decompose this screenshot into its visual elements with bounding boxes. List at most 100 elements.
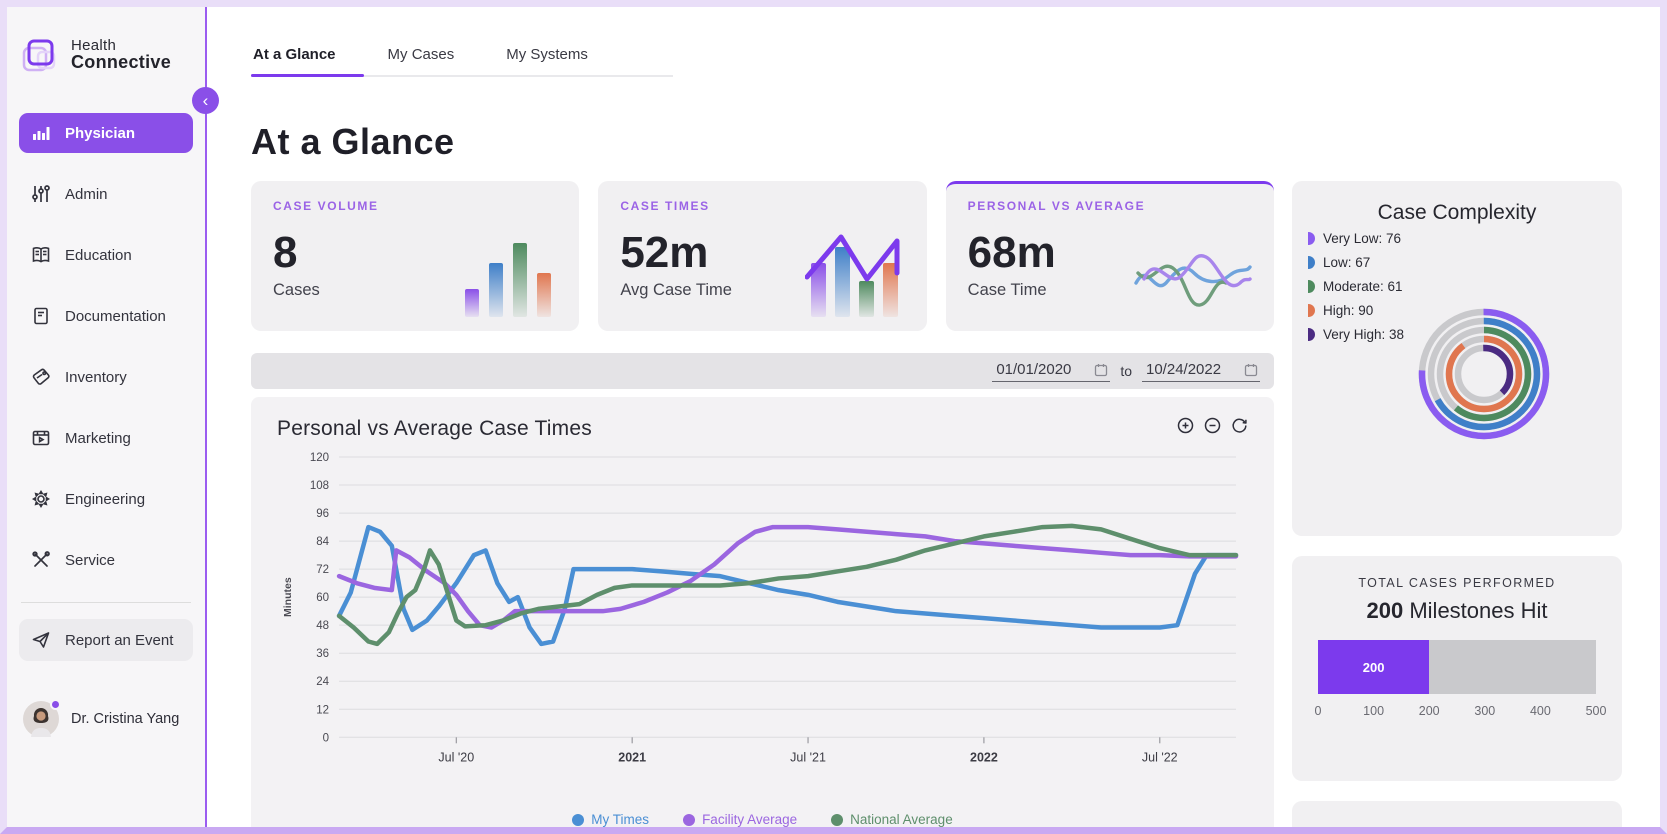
brand-line1: Health: [71, 36, 117, 54]
sidebar-item-label: Admin: [65, 185, 108, 203]
left-column: CASE VOLUME 8 Cases: [251, 181, 1274, 827]
card-label: PERSONAL VS AVERAGE: [967, 199, 1146, 213]
milestones-title: TOTAL CASES PERFORMED: [1358, 576, 1556, 590]
sidebar-item-education[interactable]: Education: [19, 235, 193, 275]
sidebar-item-marketing[interactable]: Marketing: [19, 418, 193, 458]
tab-at-a-glance[interactable]: At a Glance: [251, 40, 363, 77]
tools-icon: [32, 551, 50, 567]
axis-tick: 300: [1474, 704, 1496, 718]
svg-text:0: 0: [323, 732, 329, 744]
sidebar-item-documentation[interactable]: Documentation: [19, 296, 193, 336]
card-value: 8: [273, 228, 298, 277]
personal-vs-average-card[interactable]: PERSONAL VS AVERAGE 68m Case Time: [945, 181, 1274, 331]
book-icon: [32, 247, 50, 263]
case-complexity-legend: Very Low: 76 Low: 67 Moderate: 61 High: 90 V…: [1308, 231, 1404, 351]
tab-bar: At a Glance My Cases My Systems: [251, 40, 673, 77]
report-an-event-button[interactable]: Report an Event: [19, 619, 193, 661]
case-times-chart-card: Personal vs Average Case Times 0 12 24 36 48…: [251, 397, 1274, 827]
calendar-icon: [1244, 363, 1258, 376]
svg-text:84: 84: [316, 536, 329, 548]
document-icon: [34, 307, 48, 325]
complexity-legend-item: Very High: 38: [1308, 327, 1404, 342]
svg-text:108: 108: [310, 480, 329, 492]
svg-text:60: 60: [316, 592, 329, 604]
reset-zoom-icon[interactable]: [1231, 417, 1248, 434]
mini-bars-line-icon: [804, 234, 900, 317]
svg-text:48: 48: [316, 620, 329, 632]
sidebar: Health Connective ‹ Physician Admin Educ…: [7, 7, 219, 827]
card-sublabel: Avg Case Time: [620, 281, 732, 299]
tab-my-systems[interactable]: My Systems: [506, 46, 588, 63]
milestones-card: TOTAL CASES PERFORMED 200 Milestones Hit…: [1292, 556, 1622, 781]
health-connective-logo-icon: [22, 39, 56, 72]
case-volume-card[interactable]: CASE VOLUME 8 Cases: [251, 181, 580, 331]
legend-item[interactable]: My Times: [572, 812, 649, 827]
svg-text:36: 36: [316, 648, 329, 660]
sidebar-nav: Physician Admin Education Documentation …: [7, 113, 205, 580]
bar-chart-icon: [33, 127, 50, 140]
user-name: Dr. Cristina Yang: [71, 711, 180, 727]
stat-cards-row: CASE VOLUME 8 Cases: [251, 181, 1274, 331]
zoom-out-icon[interactable]: [1204, 417, 1221, 434]
date-end-input[interactable]: 10/24/2022: [1142, 360, 1260, 382]
case-complexity-title: Case Complexity: [1377, 201, 1537, 224]
avatar: [23, 701, 59, 737]
card-value: 68m: [967, 228, 1056, 277]
date-range-bar: 01/01/2020 to 10/24/2022: [251, 353, 1274, 389]
svg-text:120: 120: [310, 452, 329, 464]
card-value: 52m: [620, 228, 709, 277]
case-complexity-radial-chart[interactable]: [1409, 299, 1559, 449]
axis-tick: 400: [1529, 704, 1551, 718]
svg-text:Jul '21: Jul '21: [790, 750, 826, 764]
sidebar-item-service[interactable]: Service: [19, 540, 193, 580]
card-label: CASE TIMES: [620, 199, 710, 213]
tag-icon: [32, 368, 50, 385]
sidebar-item-label: Physician: [65, 124, 136, 142]
legend-item[interactable]: National Average: [831, 812, 953, 827]
sidebar-item-engineering[interactable]: Engineering: [19, 479, 193, 519]
video-board-icon: [32, 430, 50, 446]
milestones-progress-label: 200: [1362, 659, 1385, 675]
brand-line2: Connective: [71, 52, 172, 73]
right-column: Case Complexity Very Low: 76 Low: 67 Moder…: [1292, 181, 1622, 827]
complexity-legend-item: Low: 67: [1308, 255, 1404, 270]
axis-tick: 100: [1363, 704, 1385, 718]
case-times-line-chart[interactable]: 0 12 24 36 48 60 72 84 96 108 120 Minutes Jul '20 202…: [277, 441, 1248, 781]
calendar-icon: [1095, 363, 1108, 376]
card-label: CASE VOLUME: [273, 199, 379, 213]
axis-tick: 500: [1585, 704, 1607, 718]
sidebar-item-admin[interactable]: Admin: [19, 174, 193, 214]
svg-text:Minutes: Minutes: [282, 577, 294, 617]
complexity-legend-item: Very Low: 76: [1308, 231, 1404, 246]
milestones-unit: Milestones Hit: [1409, 598, 1548, 623]
sidebar-item-label: Service: [65, 551, 116, 569]
main-content: At a Glance My Cases My Systems At a Gla…: [207, 7, 1660, 827]
date-start-input[interactable]: 01/01/2020: [992, 360, 1111, 382]
svg-text:Jul '22: Jul '22: [1142, 750, 1178, 764]
complexity-legend-item: Moderate: 61: [1308, 279, 1404, 294]
axis-tick: 0: [1314, 704, 1322, 718]
paper-plane-icon: [32, 632, 50, 648]
sidebar-item-physician[interactable]: Physician: [19, 113, 193, 153]
milestones-progress-bar[interactable]: 200: [1318, 640, 1596, 694]
report-an-event-label: Report an Event: [65, 631, 174, 649]
chart-title: Personal vs Average Case Times: [277, 417, 592, 440]
date-start-value: 01/01/2020: [996, 361, 1072, 378]
axis-tick: 200: [1418, 704, 1440, 718]
sidebar-item-inventory[interactable]: Inventory: [19, 357, 193, 397]
online-status-dot: [50, 699, 61, 710]
date-to-label: to: [1120, 363, 1132, 379]
complexity-legend-item: High: 90: [1308, 303, 1404, 318]
legend-item[interactable]: Facility Average: [683, 812, 797, 827]
user-profile[interactable]: Dr. Cristina Yang: [23, 699, 193, 737]
tab-my-cases[interactable]: My Cases: [387, 46, 455, 63]
svg-text:Jul '20: Jul '20: [438, 750, 474, 764]
chart-legend: My Times Facility Average National Average: [277, 812, 1248, 827]
zoom-in-icon[interactable]: [1177, 417, 1194, 434]
svg-text:24: 24: [316, 676, 329, 688]
sidebar-item-label: Marketing: [65, 429, 131, 447]
sidebar-item-label: Inventory: [65, 368, 127, 386]
case-times-card[interactable]: CASE TIMES 52m Avg Case Time: [598, 181, 927, 331]
sidebar-collapse-button[interactable]: ‹: [192, 87, 219, 114]
percent-value: 22%: [1334, 823, 1422, 827]
